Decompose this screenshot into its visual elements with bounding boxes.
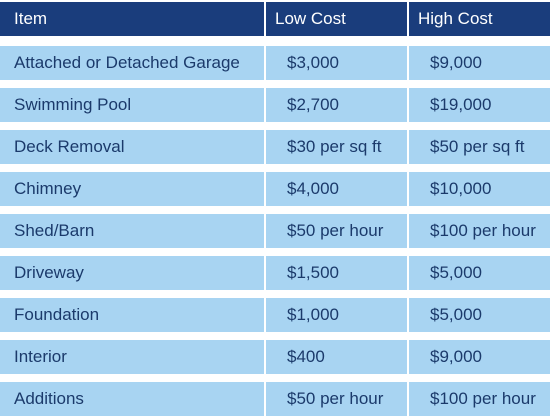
table-row: Shed/Barn $50 per hour $100 per hour [0, 214, 550, 248]
low-cost-cell: $1,500 [266, 256, 407, 290]
low-cost-cell: $30 per sq ft [266, 130, 407, 164]
header-low-cost: Low Cost [266, 2, 407, 36]
item-cell: Chimney [0, 172, 264, 206]
header-high-cost: High Cost [409, 2, 550, 36]
high-cost-cell: $9,000 [409, 46, 550, 80]
high-cost-cell: $50 per sq ft [409, 130, 550, 164]
table-row: Swimming Pool $2,700 $19,000 [0, 88, 550, 122]
header-item: Item [0, 2, 264, 36]
low-cost-cell: $3,000 [266, 46, 407, 80]
table-row: Attached or Detached Garage $3,000 $9,00… [0, 46, 550, 80]
high-cost-cell: $5,000 [409, 256, 550, 290]
table-row: Interior $400 $9,000 [0, 340, 550, 374]
item-cell: Interior [0, 340, 264, 374]
low-cost-cell: $2,700 [266, 88, 407, 122]
high-cost-cell: $10,000 [409, 172, 550, 206]
item-cell: Shed/Barn [0, 214, 264, 248]
low-cost-cell: $1,000 [266, 298, 407, 332]
high-cost-cell: $100 per hour [409, 214, 550, 248]
low-cost-cell: $4,000 [266, 172, 407, 206]
high-cost-cell: $5,000 [409, 298, 550, 332]
table-row: Driveway $1,500 $5,000 [0, 256, 550, 290]
table-row: Foundation $1,000 $5,000 [0, 298, 550, 332]
high-cost-cell: $9,000 [409, 340, 550, 374]
high-cost-cell: $100 per hour [409, 382, 550, 416]
table-header-row: Item Low Cost High Cost [0, 2, 550, 36]
low-cost-cell: $400 [266, 340, 407, 374]
low-cost-cell: $50 per hour [266, 382, 407, 416]
table-row: Additions $50 per hour $100 per hour [0, 382, 550, 416]
item-cell: Foundation [0, 298, 264, 332]
low-cost-cell: $50 per hour [266, 214, 407, 248]
table-row: Deck Removal $30 per sq ft $50 per sq ft [0, 130, 550, 164]
item-cell: Deck Removal [0, 130, 264, 164]
item-cell: Driveway [0, 256, 264, 290]
item-cell: Additions [0, 382, 264, 416]
item-cell: Attached or Detached Garage [0, 46, 264, 80]
item-cell: Swimming Pool [0, 88, 264, 122]
high-cost-cell: $19,000 [409, 88, 550, 122]
table-row: Chimney $4,000 $10,000 [0, 172, 550, 206]
